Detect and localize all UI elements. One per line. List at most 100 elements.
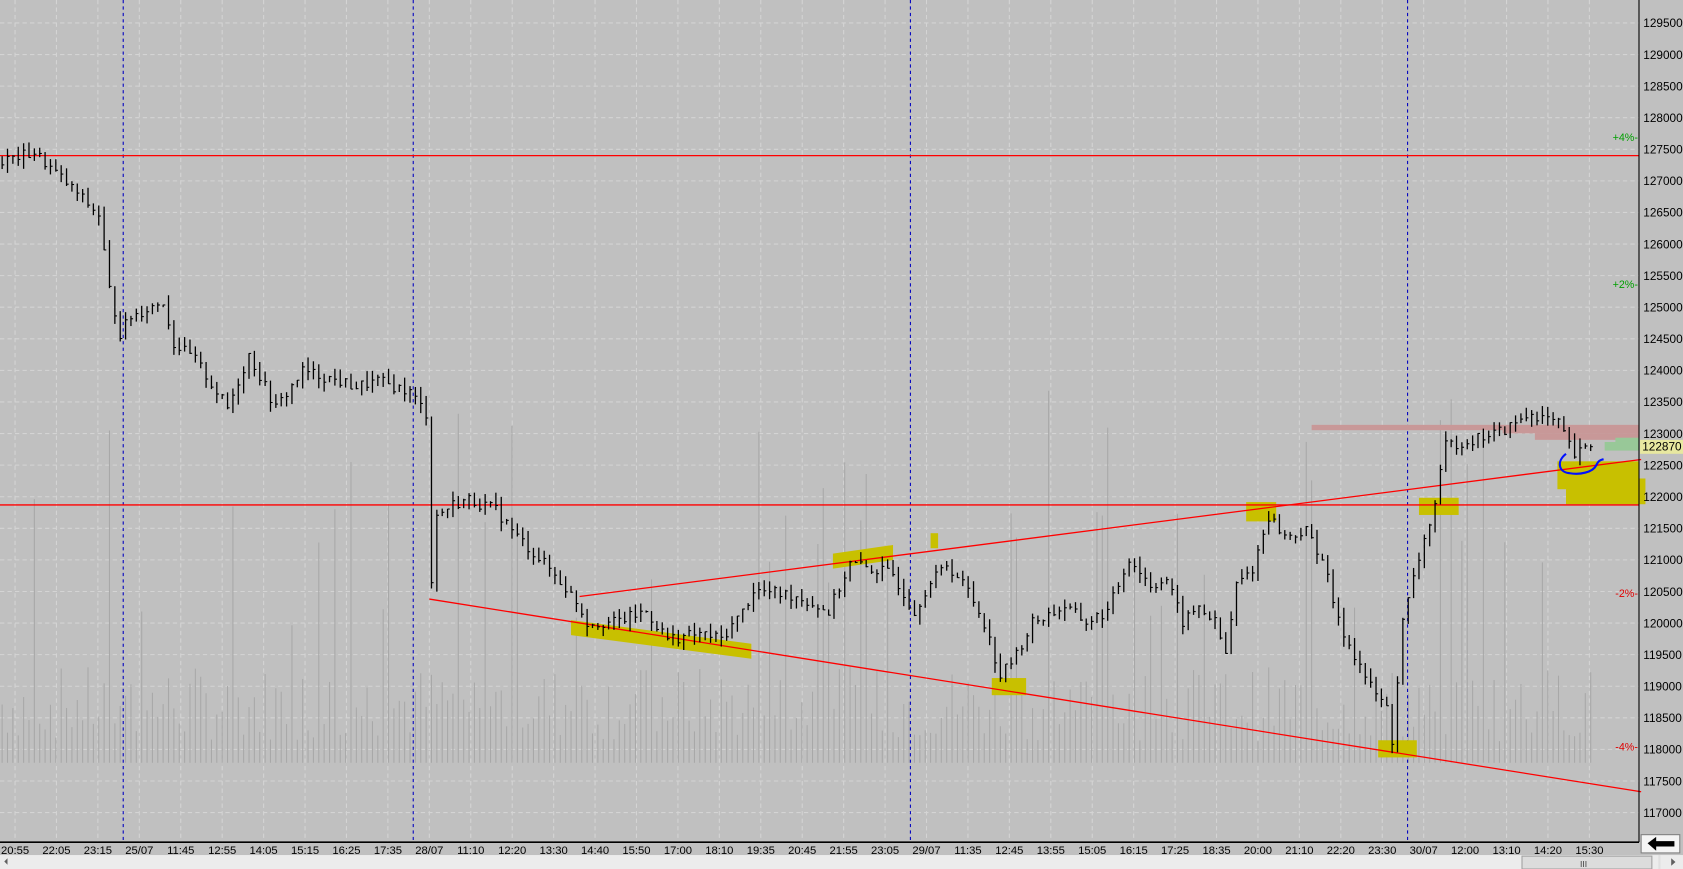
time-tick-label: 18:35 [1202,845,1230,857]
price-tick-label: 123000 [1643,427,1683,441]
price-tick-label: 125500 [1643,269,1683,283]
time-tick-label: 19:35 [747,845,775,857]
price-tick-label: 119500 [1643,648,1682,662]
time-tick-label: 14:20 [1534,845,1562,857]
price-tick-label: 122500 [1643,458,1683,472]
price-tick-label: 124500 [1643,332,1683,346]
price-tick-label: 117000 [1643,806,1682,820]
time-tick-label: 12:45 [995,845,1023,857]
time-tick-label: 12:55 [208,845,236,857]
time-tick-label: 17:00 [664,845,692,857]
time-tick-label: 21:10 [1285,845,1313,857]
scrollbar-thumb[interactable] [1521,855,1653,869]
time-tick-label: 14:40 [581,845,609,857]
time-tick-label: 20:45 [788,845,816,857]
price-tick-label: 121500 [1643,522,1683,536]
time-tick-label: 20:00 [1244,845,1272,857]
highlight-zone [991,678,1027,696]
trendline [429,598,1642,793]
time-tick-label: 15:50 [622,845,650,857]
scroll-right-icon[interactable] [1671,858,1676,866]
time-tick-label: 11:45 [167,845,194,857]
price-tick-label: 118000 [1643,743,1682,757]
time-tick-label: 18:10 [705,845,733,857]
time-tick-label: 16:25 [332,845,360,857]
percent-marker-label: +4%- [1613,132,1639,144]
time-tick-label: 13:30 [540,845,568,857]
time-tick-label: 28/07 [415,845,443,857]
profile-buy-bar [1615,437,1639,443]
time-tick-label: 20:55 [1,845,29,857]
time-tick-label: 13:10 [1492,845,1520,857]
time-tick-label: 22:05 [42,845,70,857]
price-tick-label: 120500 [1643,585,1683,599]
time-tick-label: 11:10 [457,845,484,857]
highlight-zone [1566,478,1646,505]
current-price-label: 122870 [1642,440,1682,454]
time-tick-label: 22:20 [1327,845,1355,857]
price-bars [1,142,1593,754]
time-tick-label: 29/07 [912,845,940,857]
price-tick-label: 126000 [1643,237,1683,251]
scroll-left-icon[interactable] [4,858,8,865]
price-tick-label: 129000 [1643,48,1683,62]
profile-sell-bar [1534,433,1639,440]
time-axis: 20:55 22:05 23:15 25/07 11:45 12:55 14:05 15:15… [1,845,1604,857]
volume-profile [1311,424,1639,451]
price-tick-label: 117500 [1643,774,1682,788]
price-tick-label: 127500 [1643,143,1683,157]
time-tick-label: 12:20 [498,845,526,857]
price-tick-label: 122000 [1643,490,1683,504]
price-tick-label: 121000 [1643,553,1683,567]
time-tick-label: 21:55 [830,845,858,857]
grid [0,0,1639,843]
time-tick-label: 15:15 [291,845,319,857]
time-tick-label: 11:35 [954,845,981,857]
scrollbar-grip: III [1580,859,1587,869]
volume-bars [1,390,1592,763]
time-tick-label: 25/07 [125,845,153,857]
profile-sell-bar [1311,424,1639,431]
price-tick-label: 119000 [1643,680,1682,694]
time-tick-label: 14:05 [250,845,278,857]
price-tick-label: 128500 [1643,79,1683,93]
time-tick-label: 12:00 [1451,845,1479,857]
time-tick-label: 23:15 [84,845,112,857]
price-tick-label: 120000 [1643,616,1683,630]
highlight-zone [1418,497,1459,515]
time-tick-label: 30/07 [1410,845,1438,857]
arrow-left-icon [1647,836,1675,851]
profile-buy-bar [1604,442,1639,451]
percent-marker-label: -2%- [1615,588,1638,600]
highlight-zone [930,533,939,549]
level-lines [0,154,1642,793]
scrollbar-edge [1658,855,1661,869]
trendline [579,458,1642,598]
highlight-zone [571,620,752,659]
price-tick-label: 128000 [1643,111,1683,125]
time-tick-label: 13:55 [1037,845,1065,857]
highlight-zones [571,461,1646,758]
day-separators [122,0,1409,843]
time-tick-label: 23:30 [1368,845,1396,857]
highlight-zone [832,545,894,569]
profile-sell-bar [1502,426,1639,434]
time-tick-label: 16:15 [1120,845,1148,857]
time-tick-label: 15:30 [1575,845,1603,857]
time-tick-label: 17:25 [1161,845,1189,857]
price-tick-label: 125000 [1643,301,1683,315]
hand-drawn-annotation [1558,452,1604,475]
price-axis: 129500 129000 128500 128000 127500 127000 1265… [1643,16,1683,820]
percent-marker-label: +2%- [1613,279,1639,291]
time-tick-label: 23:05 [871,845,899,857]
price-tick-label: 118500 [1643,711,1682,725]
price-tick-label: 124000 [1643,364,1683,378]
price-tick-label: 129500 [1643,16,1683,30]
current-price-box [1640,439,1683,454]
percent-markers: +4%- +2%- -2%- -4%- [1613,132,1639,754]
price-tick-label: 126500 [1643,206,1683,220]
horizontal-scrollbar[interactable] [0,855,1683,869]
